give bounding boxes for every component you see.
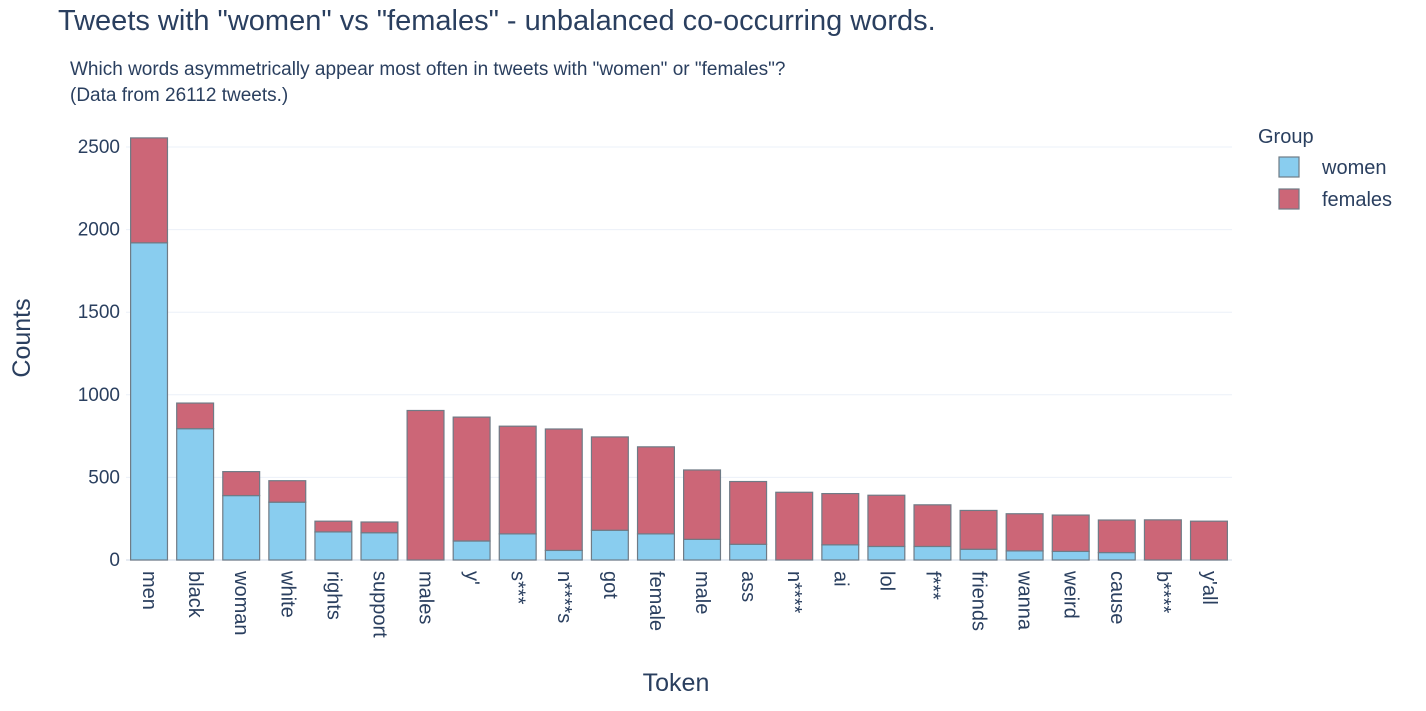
bar-females-13[interactable] bbox=[729, 480, 768, 545]
bar-women-20[interactable] bbox=[1051, 550, 1090, 561]
bar-females-10[interactable] bbox=[590, 436, 629, 531]
bar-women-11[interactable] bbox=[636, 533, 675, 561]
x-tick-label: woman bbox=[230, 570, 252, 635]
x-tick-label: wanna bbox=[1014, 570, 1036, 631]
bar-females-1[interactable] bbox=[176, 402, 215, 430]
x-tick-label: rights bbox=[322, 571, 344, 620]
bar-women-9[interactable] bbox=[544, 549, 583, 561]
legend-swatch-women[interactable] bbox=[1278, 156, 1300, 178]
chart-subtitle-line-2: (Data from 26112 tweets.) bbox=[70, 85, 288, 106]
chart-subtitle-line-1: Which words asymmetrically appear most o… bbox=[70, 59, 785, 80]
legend-title: Group bbox=[1258, 126, 1314, 148]
bar-females-22[interactable] bbox=[1143, 519, 1182, 561]
y-tick-label: 1000 bbox=[78, 385, 120, 406]
bar-females-23[interactable] bbox=[1189, 520, 1228, 561]
x-tick-label: males bbox=[415, 571, 437, 624]
x-tick-label: s*** bbox=[507, 571, 529, 605]
bar-females-12[interactable] bbox=[683, 469, 722, 540]
x-tick-label: men bbox=[138, 571, 160, 610]
bar-women-4[interactable] bbox=[314, 531, 353, 561]
bar-females-8[interactable] bbox=[498, 425, 537, 535]
y-tick-label: 1500 bbox=[78, 302, 120, 323]
bar-women-16[interactable] bbox=[867, 545, 906, 561]
bar-women-5[interactable] bbox=[360, 532, 399, 561]
x-tick-label: got bbox=[599, 571, 621, 599]
y-tick-label: 2000 bbox=[78, 220, 120, 241]
x-tick-label: b**** bbox=[1152, 571, 1174, 613]
legend-label-females[interactable]: females bbox=[1322, 189, 1392, 211]
legend: Group women females bbox=[1258, 126, 1392, 211]
x-tick-label: cause bbox=[1106, 571, 1128, 624]
bar-females-11[interactable] bbox=[636, 446, 675, 535]
legend-items[interactable]: women females bbox=[1278, 156, 1392, 211]
x-tick-label: n****s bbox=[553, 571, 575, 623]
x-tick-label: ass bbox=[737, 571, 759, 602]
bar-females-20[interactable] bbox=[1051, 514, 1090, 553]
bar-females-21[interactable] bbox=[1097, 519, 1136, 554]
bar-women-13[interactable] bbox=[729, 543, 768, 561]
bar-females-17[interactable] bbox=[913, 504, 952, 548]
x-axis-title: Token bbox=[643, 669, 710, 697]
x-tick-label: black bbox=[184, 571, 206, 619]
legend-swatch-females[interactable] bbox=[1278, 188, 1300, 210]
y-tick-label: 0 bbox=[109, 550, 120, 571]
x-tick-label: male bbox=[691, 571, 713, 614]
x-tick-label: friends bbox=[968, 571, 990, 631]
legend-label-women[interactable]: women bbox=[1321, 157, 1386, 179]
bar-women-18[interactable] bbox=[959, 548, 998, 561]
x-tick-label: weird bbox=[1060, 570, 1082, 619]
y-tick-labels: 0 500 1000 1500 2000 2500 bbox=[78, 137, 120, 571]
bar-females-7[interactable] bbox=[452, 416, 491, 542]
y-axis-title: Counts bbox=[8, 298, 36, 377]
bar-females-18[interactable] bbox=[959, 509, 998, 550]
bar-females-6[interactable] bbox=[406, 409, 445, 561]
bar-women-15[interactable] bbox=[821, 544, 860, 561]
bar-females-15[interactable] bbox=[821, 492, 860, 546]
x-tick-label: ai bbox=[829, 571, 851, 587]
gridlines bbox=[126, 146, 1232, 561]
x-tick-labels: men black woman white rights support males y' s*… bbox=[138, 570, 1220, 638]
x-tick-label: lol bbox=[875, 571, 897, 591]
bar-females-0[interactable] bbox=[130, 137, 169, 244]
chart-title: Tweets with "women" vs "females" - unbal… bbox=[58, 5, 936, 37]
bar-women-10[interactable] bbox=[590, 529, 629, 561]
bar-females-14[interactable] bbox=[775, 491, 814, 561]
bar-females-2[interactable] bbox=[222, 471, 261, 497]
bar-females-3[interactable] bbox=[268, 480, 307, 503]
bar-women-8[interactable] bbox=[498, 533, 537, 561]
x-tick-label: f*** bbox=[921, 571, 943, 600]
bar-women-3[interactable] bbox=[268, 501, 307, 561]
bar-females-9[interactable] bbox=[544, 428, 583, 552]
bar-women-0[interactable] bbox=[130, 242, 169, 561]
bar-women-7[interactable] bbox=[452, 540, 491, 561]
bar-women-21[interactable] bbox=[1097, 551, 1136, 561]
bar-women-12[interactable] bbox=[683, 538, 722, 561]
bar-females-5[interactable] bbox=[360, 521, 399, 534]
bars[interactable] bbox=[130, 137, 1228, 561]
bar-women-19[interactable] bbox=[1005, 550, 1044, 561]
y-tick-label: 500 bbox=[88, 467, 120, 488]
x-tick-label: n**** bbox=[783, 571, 805, 613]
x-tick-label: y'all bbox=[1198, 571, 1220, 605]
x-tick-label: y' bbox=[461, 571, 483, 585]
bar-women-17[interactable] bbox=[913, 545, 952, 561]
bar-females-16[interactable] bbox=[867, 494, 906, 548]
y-tick-label: 2500 bbox=[78, 137, 120, 158]
x-tick-label: white bbox=[276, 570, 298, 618]
x-tick-label: female bbox=[645, 571, 667, 631]
bar-females-4[interactable] bbox=[314, 520, 353, 533]
bar-females-19[interactable] bbox=[1005, 513, 1044, 552]
bar-women-1[interactable] bbox=[176, 428, 215, 561]
x-tick-label: support bbox=[368, 571, 390, 638]
bar-women-2[interactable] bbox=[222, 494, 261, 561]
